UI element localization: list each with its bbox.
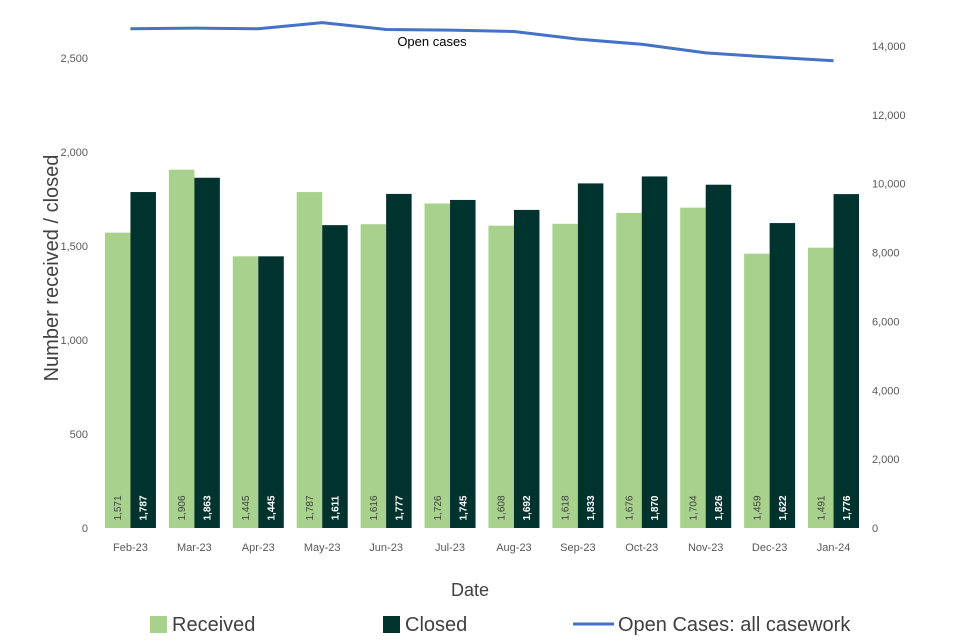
x-tick-label: Jul-23	[435, 542, 465, 554]
bar-received	[360, 224, 387, 528]
x-tick-label: Jun-23	[369, 542, 403, 554]
data-label-closed: 1,826	[714, 495, 725, 520]
legend-label-closed: Closed	[405, 614, 467, 636]
bar-closed	[386, 193, 412, 528]
y2-tick-label: 8,000	[872, 248, 900, 260]
legend-swatch-received	[150, 616, 167, 633]
data-label-closed: 1,745	[458, 495, 469, 520]
bar-closed	[577, 183, 604, 528]
bar-closed	[130, 192, 156, 528]
bar-received	[552, 223, 578, 529]
data-label-received: 1,616	[369, 495, 380, 520]
y-tick-label: 0	[82, 523, 88, 535]
data-label-received: 1,906	[177, 495, 188, 520]
x-axis: Feb-23 Mar-23 Apr-23 May-23 Jun-23 Jul-23 Aug-…	[113, 542, 850, 554]
x-tick-label: Apr-23	[242, 542, 275, 554]
data-label-received: 1,491	[816, 495, 827, 520]
data-label-received: 1,459	[752, 495, 763, 520]
y-tick-label: 1,500	[60, 241, 88, 253]
legend-label-received: Received	[172, 614, 255, 636]
x-tick-label: May-23	[304, 542, 341, 554]
data-label-received: 1,676	[625, 495, 636, 520]
data-label-closed: 1,776	[842, 495, 853, 520]
y2-tick-label: 14,000	[872, 41, 906, 53]
bar-received	[104, 232, 131, 529]
y2-tick-label: 2,000	[872, 454, 900, 466]
x-tick-label: Aug-23	[496, 542, 531, 554]
data-label-received: 1,726	[433, 495, 444, 520]
bar-closed	[513, 209, 540, 529]
bar-received	[744, 253, 770, 528]
bar-received	[808, 247, 834, 528]
bar-closed	[258, 256, 284, 528]
right-axis: 0 2,000 4,000 6,000 8,000 10,000 12,000 14,000	[872, 41, 906, 535]
bar-closed	[833, 194, 860, 528]
bar-closed	[705, 184, 732, 528]
y2-tick-label: 12,000	[872, 110, 906, 122]
left-axis: 0 500 1,000 1,500 2,000 2,500	[60, 53, 88, 535]
data-label-closed: 1,611	[330, 495, 341, 520]
bar-closed	[194, 177, 220, 529]
bar-closed	[769, 223, 796, 528]
y-tick-label: 1,000	[60, 335, 88, 347]
bar-received	[616, 212, 642, 529]
y-tick-label: 2,500	[60, 53, 88, 65]
data-label-closed: 1,863	[203, 495, 214, 520]
y-tick-label: 2,000	[60, 147, 88, 159]
y2-tick-label: 0	[872, 523, 878, 535]
legend-swatch-closed	[383, 616, 400, 633]
x-tick-label: Feb-23	[113, 542, 148, 554]
y-axis-title: Number received / closed	[41, 155, 63, 382]
y2-tick-label: 10,000	[872, 179, 906, 191]
data-label-closed: 1,787	[139, 495, 150, 520]
x-tick-label: Nov-23	[688, 542, 723, 554]
data-label-received: 1,704	[688, 495, 699, 520]
bar-received	[424, 203, 451, 528]
y2-tick-label: 6,000	[872, 316, 900, 328]
bar-received	[680, 207, 706, 528]
data-label-closed: 1,692	[522, 495, 533, 520]
bar-closed	[322, 225, 348, 528]
data-label-received: 1,787	[305, 495, 316, 520]
data-label-closed: 1,833	[586, 495, 597, 520]
x-axis-title: Date	[451, 580, 489, 600]
bar-received	[168, 169, 195, 528]
data-label-received: 1,445	[241, 495, 252, 520]
open-cases-line	[130, 21, 834, 63]
bar-received	[296, 192, 323, 528]
legend: Received Closed Open Cases: all casework	[150, 614, 851, 636]
x-tick-label: Mar-23	[177, 542, 212, 554]
x-tick-label: Oct-23	[625, 542, 658, 554]
x-tick-label: Dec-23	[752, 542, 787, 554]
x-tick-label: Jan-24	[817, 542, 851, 554]
bar-received	[488, 225, 514, 529]
x-tick-label: Sep-23	[560, 542, 595, 554]
open-cases-annotation: Open cases	[397, 34, 467, 49]
open-cases-line-group	[130, 21, 834, 63]
data-label-closed: 1,622	[778, 495, 789, 520]
bar-closed	[641, 176, 668, 528]
legend-label-open-cases: Open Cases: all casework	[618, 614, 851, 636]
data-label-received: 1,571	[113, 495, 124, 520]
bar-received	[232, 256, 259, 528]
data-label-closed: 1,777	[394, 495, 405, 520]
bars: 1,571 1,787 1,906 1,863 1,445 1,445 1,787 1,611…	[104, 169, 860, 529]
data-label-closed: 1,445	[267, 495, 278, 520]
data-label-closed: 1,870	[650, 495, 661, 520]
data-label-received: 1,618	[561, 495, 572, 520]
bar-closed	[450, 199, 476, 528]
data-label-received: 1,608	[497, 495, 508, 520]
y2-tick-label: 4,000	[872, 385, 900, 397]
y-tick-label: 500	[70, 429, 88, 441]
